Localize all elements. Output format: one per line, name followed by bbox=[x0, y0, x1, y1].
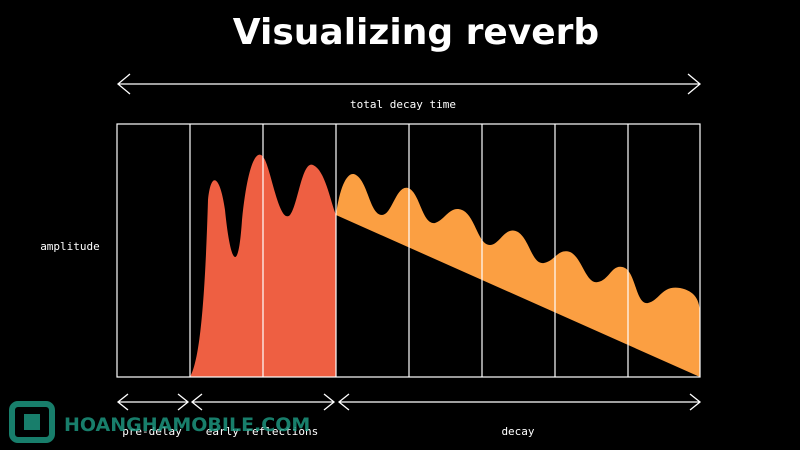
title: Visualizing reverb bbox=[233, 12, 599, 53]
early-arrow bbox=[190, 393, 336, 411]
pre-delay-label: pre-delay bbox=[122, 425, 182, 438]
y-axis-label: amplitude bbox=[40, 240, 100, 253]
total-label: total decay time bbox=[350, 98, 456, 111]
decay-wave bbox=[336, 174, 700, 377]
frame bbox=[116, 123, 701, 378]
watermark: HOANGHAMOBILE.COM bbox=[9, 401, 310, 443]
total-arrow bbox=[116, 73, 702, 95]
early-label: early reflections bbox=[206, 425, 319, 438]
watermark-text: HOANGHAMOBILE.COM bbox=[64, 414, 310, 436]
decay-arrow bbox=[337, 393, 702, 411]
decay-label: decay bbox=[501, 425, 534, 438]
pre-delay-arrow bbox=[116, 393, 190, 411]
